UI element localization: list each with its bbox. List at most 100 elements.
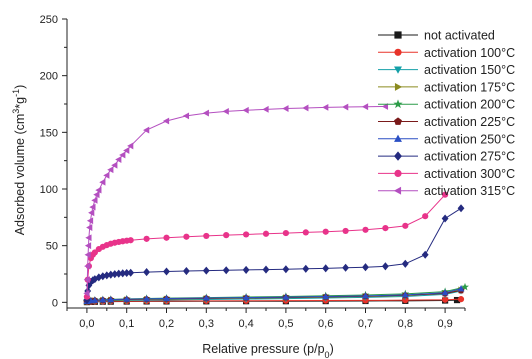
legend-marker [394, 134, 402, 142]
data-point [361, 103, 369, 111]
x-tick-label: 0,3 [199, 318, 214, 330]
legend-entry: activation 200°C [378, 98, 515, 112]
data-point [103, 171, 110, 179]
plot-area [82, 103, 469, 306]
data-point [127, 237, 134, 244]
legend-label: activation 150°C [424, 63, 515, 77]
data-point [86, 217, 94, 225]
x-tick-label: 0,9 [437, 318, 452, 330]
y-axis: 0 50 100 150 200 250 [40, 14, 68, 309]
data-point [302, 104, 309, 112]
x-tick-label: 0,8 [398, 318, 413, 330]
x-tick-label: 0,5 [278, 318, 293, 330]
data-point [123, 268, 131, 278]
data-point [202, 266, 210, 275]
legend-marker [394, 31, 402, 39]
data-point [123, 295, 131, 302]
series-line [86, 105, 386, 294]
data-point [111, 161, 118, 169]
data-point [453, 296, 461, 304]
data-point [86, 224, 93, 231]
data-point [84, 262, 91, 270]
x-tick-label: 0,1 [119, 318, 134, 330]
data-point [83, 296, 91, 305]
series-9 [83, 103, 389, 297]
legend-entry: activation 225°C [378, 115, 515, 129]
data-point [119, 151, 126, 159]
legend-marker [393, 186, 402, 195]
data-point [362, 263, 369, 272]
legend-entry: not activated [378, 29, 495, 43]
data-point [322, 228, 329, 235]
data-point [84, 242, 92, 250]
data-point [382, 225, 389, 232]
data-point [91, 196, 98, 204]
legend-label: activation 200°C [424, 98, 515, 112]
data-point [99, 178, 106, 186]
data-point [107, 270, 115, 279]
data-point [143, 235, 150, 242]
data-point [342, 103, 349, 111]
data-point [402, 297, 409, 304]
series-8 [83, 191, 449, 300]
legend-label: activation 300°C [424, 167, 515, 181]
data-point [282, 293, 290, 300]
data-point [127, 268, 135, 277]
data-point [162, 117, 170, 125]
legend-label: not activated [424, 29, 495, 43]
data-point [202, 109, 209, 117]
legend-entry: activation 315°C [378, 184, 515, 198]
legend-label: activation 100°C [424, 46, 515, 60]
data-point [421, 250, 429, 259]
data-point [91, 296, 99, 303]
data-point [123, 147, 130, 154]
data-point [282, 229, 289, 237]
series-line [86, 207, 462, 301]
legend-marker [394, 169, 402, 177]
data-point [302, 229, 309, 236]
data-point [143, 268, 151, 277]
data-point [243, 231, 250, 238]
data-point [342, 227, 349, 235]
data-point [111, 270, 119, 279]
data-point [203, 232, 210, 240]
data-point [89, 203, 96, 211]
data-point [282, 105, 289, 112]
legend-marker [394, 117, 402, 125]
y-tick-label: 100 [40, 184, 58, 196]
data-point [422, 213, 429, 220]
data-point [202, 294, 210, 301]
y-tick-label: 250 [40, 14, 58, 26]
legend-marker [394, 48, 402, 56]
legend-label: activation 175°C [424, 80, 515, 94]
data-point [362, 226, 369, 233]
data-point [461, 282, 469, 291]
data-point [262, 265, 270, 274]
x-tick-label: 0,6 [318, 318, 333, 330]
data-point [163, 294, 170, 302]
data-point [441, 214, 449, 223]
data-point [88, 209, 95, 217]
data-point [83, 289, 90, 297]
data-point [182, 112, 190, 120]
data-point [262, 105, 269, 113]
data-point [143, 126, 150, 134]
data-point [115, 269, 123, 278]
x-tick-label: 0,4 [238, 318, 253, 330]
series-7 [83, 204, 465, 305]
data-point [99, 296, 107, 303]
data-point [242, 294, 250, 301]
data-point [222, 266, 230, 275]
legend-marker [394, 66, 402, 74]
data-point [143, 295, 151, 302]
legend-entry: activation 175°C [378, 80, 515, 94]
legend-marker [394, 151, 402, 161]
data-point [223, 232, 230, 239]
series-line [86, 298, 462, 303]
data-point [95, 186, 102, 194]
data-point [87, 277, 95, 286]
legend-label: activation 250°C [424, 132, 515, 146]
legend-entry: activation 150°C [378, 63, 515, 77]
data-point [342, 263, 350, 272]
